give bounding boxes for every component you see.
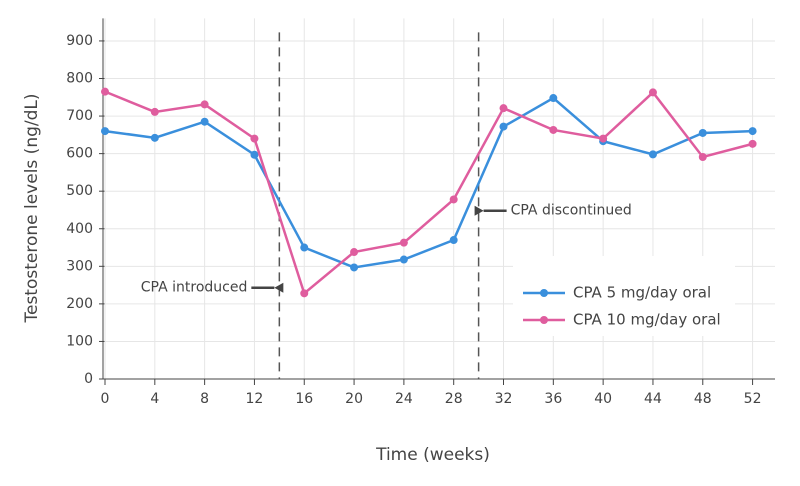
data-point — [449, 236, 458, 245]
y-tick-label: 500 — [66, 183, 93, 199]
data-point — [200, 100, 209, 109]
x-tick-label: 52 — [744, 391, 762, 407]
series-line — [104, 90, 753, 296]
data-point — [698, 153, 707, 162]
data-point — [399, 255, 408, 264]
x-tick-label: 40 — [594, 391, 612, 407]
data-point — [350, 263, 359, 272]
x-tick-label: 44 — [644, 391, 662, 407]
arrow-head — [474, 205, 484, 216]
y-axis-title: Testosterone levels (ng/dL) — [22, 93, 42, 323]
y-tick-label: 600 — [66, 146, 93, 162]
y-tick-label: 100 — [66, 333, 93, 349]
x-axis-title: Time (weeks) — [375, 445, 490, 465]
data-point — [350, 248, 359, 257]
data-point — [101, 127, 109, 136]
data-point — [150, 107, 159, 116]
legend-marker — [540, 316, 548, 324]
data-point — [549, 125, 558, 134]
y-tick-label: 400 — [66, 221, 93, 237]
y-tick-label: 700 — [66, 108, 93, 124]
data-point — [648, 88, 657, 97]
x-tick-label: 4 — [150, 391, 159, 407]
x-tick-label: 0 — [101, 391, 110, 407]
y-tick-label: 800 — [66, 71, 93, 87]
y-tick-label: 200 — [66, 296, 93, 312]
data-point — [549, 94, 558, 103]
y-tick-label: 300 — [66, 258, 93, 274]
x-tick-label: 32 — [495, 391, 513, 407]
data-point — [300, 243, 309, 252]
y-tick-label: 0 — [84, 371, 93, 387]
x-tick-label: 24 — [395, 391, 413, 407]
data-point — [599, 134, 608, 143]
data-point — [250, 134, 259, 143]
data-point — [499, 104, 508, 113]
data-point — [250, 150, 259, 159]
x-tick-label: 12 — [246, 391, 264, 407]
y-tick-label: 900 — [66, 33, 93, 49]
x-tick-label: 36 — [544, 391, 562, 407]
annotation: CPA discontinued — [511, 203, 632, 219]
legend-label: CPA 5 mg/day oral — [573, 284, 711, 302]
data-point — [648, 150, 657, 159]
data-point — [499, 122, 508, 131]
x-tick-label: 48 — [694, 391, 712, 407]
annotation: CPA introduced — [141, 280, 248, 296]
x-tick-label: 28 — [445, 391, 463, 407]
legend-marker — [540, 289, 548, 297]
data-point — [748, 127, 757, 136]
x-tick-label: 8 — [200, 391, 209, 407]
data-point — [200, 117, 209, 126]
data-point — [300, 289, 309, 298]
x-tick-label: 20 — [345, 391, 363, 407]
data-point — [399, 238, 408, 247]
series-line — [104, 96, 753, 269]
x-tick-label: 16 — [295, 391, 313, 407]
data-point — [748, 139, 757, 148]
arrow-head — [274, 282, 284, 293]
legend-label: CPA 10 mg/day oral — [573, 311, 721, 329]
data-point — [150, 133, 159, 142]
data-point — [449, 195, 458, 204]
legend-box — [513, 256, 735, 336]
data-point — [698, 128, 707, 137]
data-point — [101, 87, 109, 96]
